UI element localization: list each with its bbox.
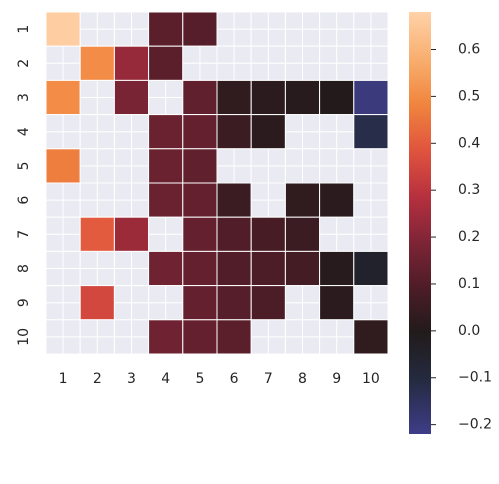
heatmap-cell	[113, 45, 150, 81]
heatmap-cell	[45, 148, 81, 184]
x-tick-label: 10	[362, 371, 380, 387]
heatmap-cell	[182, 285, 218, 321]
heatmap-cell	[284, 79, 321, 116]
heatmap-cell	[79, 45, 115, 81]
heatmap-cell	[182, 250, 218, 287]
colorbar	[409, 12, 431, 434]
y-axis-ticks: 1 2 3 4 5 6 7 8 9 10	[16, 25, 32, 346]
y-tick-label: 2	[16, 59, 32, 68]
heatmap-cell	[182, 216, 218, 252]
colorbar-tick-label: 0.2	[458, 229, 480, 245]
heatmap-cell	[148, 182, 184, 218]
y-tick-label: 10	[16, 328, 32, 346]
heatmap-cell	[182, 319, 218, 355]
heatmap-cell	[353, 250, 389, 287]
x-tick-label: 5	[195, 371, 204, 387]
heatmap-cell	[113, 79, 150, 116]
heatmap-cell	[250, 250, 286, 287]
y-tick-label: 8	[16, 264, 32, 273]
heatmap-cell	[353, 114, 389, 150]
x-tick-label: 2	[93, 371, 102, 387]
heatmap-cell	[216, 319, 252, 355]
heatmap-cell	[284, 182, 321, 218]
heatmap-cell	[182, 114, 218, 150]
heatmap-cell	[216, 216, 252, 252]
heatmap-cell	[216, 285, 252, 321]
x-tick-label: 4	[161, 371, 170, 387]
heatmap-cell	[353, 79, 389, 116]
heatmap-cell	[284, 250, 321, 287]
heatmap-cell	[148, 11, 184, 47]
heatmap-cell	[216, 182, 252, 218]
colorbar-tick-label: 0.0	[458, 323, 480, 339]
heatmap-cell	[216, 250, 252, 287]
x-tick-label: 7	[264, 371, 273, 387]
colorbar-tick-label: −0.2	[458, 417, 492, 433]
heatmap-cell	[319, 285, 355, 321]
heatmap-cell	[79, 285, 115, 321]
heatmap-cell	[182, 148, 218, 184]
y-tick-label: 3	[16, 93, 32, 102]
colorbar-tick-label: −0.1	[458, 370, 492, 386]
x-tick-label: 8	[298, 371, 307, 387]
y-tick-label: 5	[16, 161, 32, 170]
heatmap-cell	[250, 216, 286, 252]
x-axis-ticks: 1 2 3 4 5 6 7 8 9 10	[59, 371, 380, 387]
heatmap-cell	[284, 216, 321, 252]
heatmap-cell	[319, 79, 355, 116]
x-tick-label: 1	[59, 371, 68, 387]
heatmap-cell	[148, 250, 184, 287]
x-tick-label: 6	[230, 371, 239, 387]
colorbar-ticks: 0.6 0.5 0.4 0.3 0.2 0.1 0.0 −0.1 −0.2	[431, 42, 492, 433]
colorbar-tick-label: 0.6	[458, 42, 480, 58]
y-tick-label: 6	[16, 196, 32, 205]
heatmap-cell	[250, 114, 286, 150]
y-tick-label: 7	[16, 230, 32, 239]
colorbar-tick-label: 0.5	[458, 88, 480, 104]
heatmap-cells	[45, 11, 389, 355]
heatmap-cell	[45, 79, 81, 116]
heatmap-cell	[148, 45, 184, 81]
heatmap-cell	[182, 11, 218, 47]
heatmap-cell	[216, 114, 252, 150]
heatmap-cell	[148, 319, 184, 355]
heatmap-cell	[216, 79, 252, 116]
heatmap-cell	[353, 319, 389, 355]
heatmap-cell	[148, 114, 184, 150]
y-tick-label: 4	[16, 127, 32, 136]
colorbar-tick-label: 0.1	[458, 276, 480, 292]
colorbar-tick-label: 0.4	[458, 135, 480, 151]
y-tick-label: 1	[16, 25, 32, 34]
colorbar-tick-label: 0.3	[458, 182, 480, 198]
x-tick-label: 9	[332, 371, 341, 387]
heatmap-cell	[113, 216, 150, 252]
heatmap-cell	[319, 250, 355, 287]
y-tick-label: 9	[16, 298, 32, 307]
x-tick-label: 3	[127, 371, 136, 387]
heatmap-cell	[182, 79, 218, 116]
heatmap-cell	[319, 182, 355, 218]
heatmap-cell	[45, 11, 81, 47]
heatmap-cell	[250, 79, 286, 116]
heatmap-cell	[148, 148, 184, 184]
heatmap-cell	[79, 216, 115, 252]
heatmap-cell	[182, 182, 218, 218]
heatmap-cell	[250, 285, 286, 321]
